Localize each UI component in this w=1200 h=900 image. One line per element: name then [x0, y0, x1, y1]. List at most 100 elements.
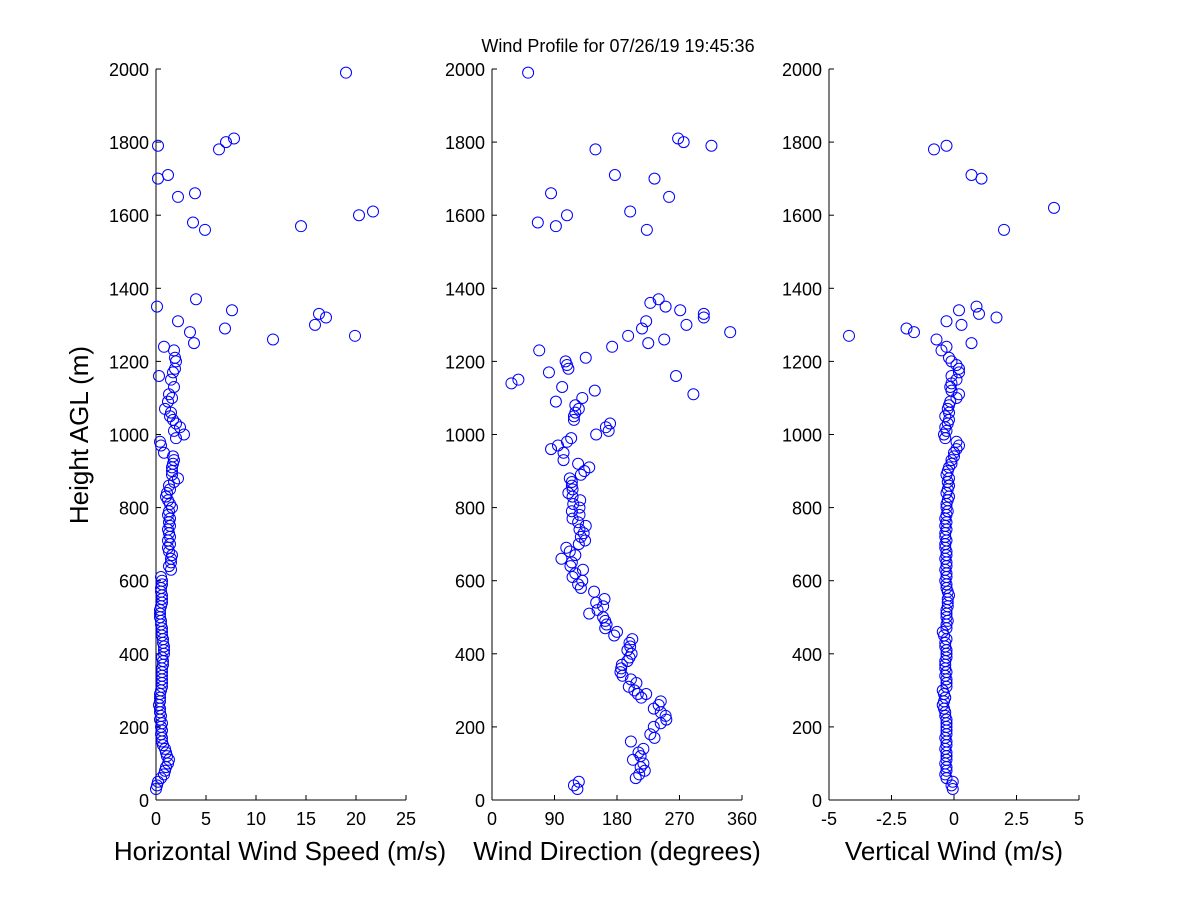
data-point: [663, 190, 676, 203]
data-point: [545, 187, 558, 200]
data-point: [213, 143, 225, 156]
data-point: [189, 187, 201, 200]
x-axis-label-vertical-wind: Vertical Wind (m/s): [845, 836, 1063, 866]
data-point: [615, 662, 628, 675]
data-point: [940, 315, 953, 328]
data-point: [170, 417, 182, 430]
data-point: [965, 168, 978, 181]
data-point: [158, 446, 170, 459]
data-point: [624, 735, 637, 748]
data-point: [659, 300, 672, 313]
data-point: [309, 318, 321, 331]
data-point: [940, 501, 953, 514]
x-tick-label: -5: [821, 809, 837, 829]
y-tick-label: 0: [812, 791, 822, 811]
data-point: [970, 300, 983, 313]
data-point: [557, 454, 570, 467]
data-point: [621, 644, 634, 657]
data-point: [579, 534, 592, 547]
data-point: [566, 512, 579, 525]
data-point: [638, 764, 651, 777]
data-point: [565, 505, 578, 518]
data-point: [161, 486, 173, 499]
data-point: [990, 311, 1003, 324]
data-point: [188, 337, 200, 350]
data-point: [953, 439, 965, 452]
data-point: [162, 168, 174, 181]
y-tick-label: 1600: [109, 206, 149, 226]
data-point: [648, 172, 661, 185]
data-point: [574, 494, 587, 507]
data-point: [674, 304, 687, 317]
data-point: [573, 508, 586, 521]
y-tick-label: 1400: [109, 279, 149, 299]
data-point: [563, 545, 576, 558]
data-point: [637, 757, 650, 770]
data-point: [153, 370, 165, 383]
data-point: [611, 625, 623, 638]
y-tick-label: 800: [119, 499, 149, 519]
data-point: [945, 370, 958, 383]
data-point: [505, 377, 518, 390]
data-point: [574, 582, 587, 595]
data-point: [574, 468, 587, 481]
y-tick-label: 1200: [445, 352, 485, 372]
x-tick-label: 25: [396, 809, 416, 829]
y-tick-label: 2000: [445, 60, 485, 80]
data-point: [936, 684, 949, 697]
data-point: [219, 322, 231, 335]
x-tick-label: 5: [201, 809, 211, 829]
data-point: [640, 688, 653, 701]
y-tick-label: 600: [455, 572, 485, 592]
data-point: [569, 399, 582, 412]
y-tick-label: 400: [455, 645, 485, 665]
data-point: [522, 66, 535, 79]
data-point: [170, 432, 182, 445]
data-point: [151, 300, 163, 313]
data-point: [152, 775, 164, 788]
data-point: [152, 139, 164, 152]
data-point: [169, 351, 181, 364]
data-point: [629, 772, 642, 785]
data-point: [622, 329, 635, 342]
x-tick-label: 360: [727, 809, 757, 829]
data-point: [939, 410, 952, 423]
x-tick-label: -2.5: [876, 809, 907, 829]
data-point: [973, 307, 985, 320]
data-point: [295, 220, 307, 233]
data-point: [950, 435, 963, 448]
data-point: [313, 307, 325, 320]
y-tick-label: 200: [455, 718, 485, 738]
data-point: [512, 373, 525, 386]
panel-wind-direction: Wind Direction (degrees) 0 90 180 270 360 0 20…: [445, 60, 761, 866]
data-point: [549, 395, 562, 408]
data-point: [626, 633, 639, 646]
data-point: [556, 380, 569, 393]
data-point: [579, 351, 592, 364]
data-point: [697, 307, 710, 320]
data-point: [939, 709, 952, 722]
data-point: [623, 636, 636, 649]
data-point: [624, 640, 637, 653]
data-point: [571, 783, 584, 796]
x-tick-label: 5: [1074, 809, 1084, 829]
data-point: [172, 472, 184, 485]
data-point: [597, 600, 610, 613]
panel-vertical-wind: Vertical Wind (m/s) -5 -2.5 0 2.5 5 0 200 400 60…: [782, 60, 1084, 866]
y-tick-label: 200: [792, 718, 822, 738]
x-tick-label: 90: [544, 809, 564, 829]
data-point: [908, 326, 920, 339]
x-tick-label: 0: [949, 809, 959, 829]
data-point: [367, 205, 379, 218]
data-point: [940, 340, 953, 353]
data-point: [945, 355, 958, 368]
data-point: [340, 66, 352, 79]
y-tick-label: 400: [119, 645, 149, 665]
data-point: [943, 461, 955, 474]
data-point: [226, 304, 238, 317]
data-point: [579, 519, 592, 532]
y-tick-label: 400: [792, 645, 822, 665]
data-point: [953, 366, 965, 379]
y-tick-label: 1400: [782, 279, 822, 299]
data-point: [576, 391, 589, 404]
